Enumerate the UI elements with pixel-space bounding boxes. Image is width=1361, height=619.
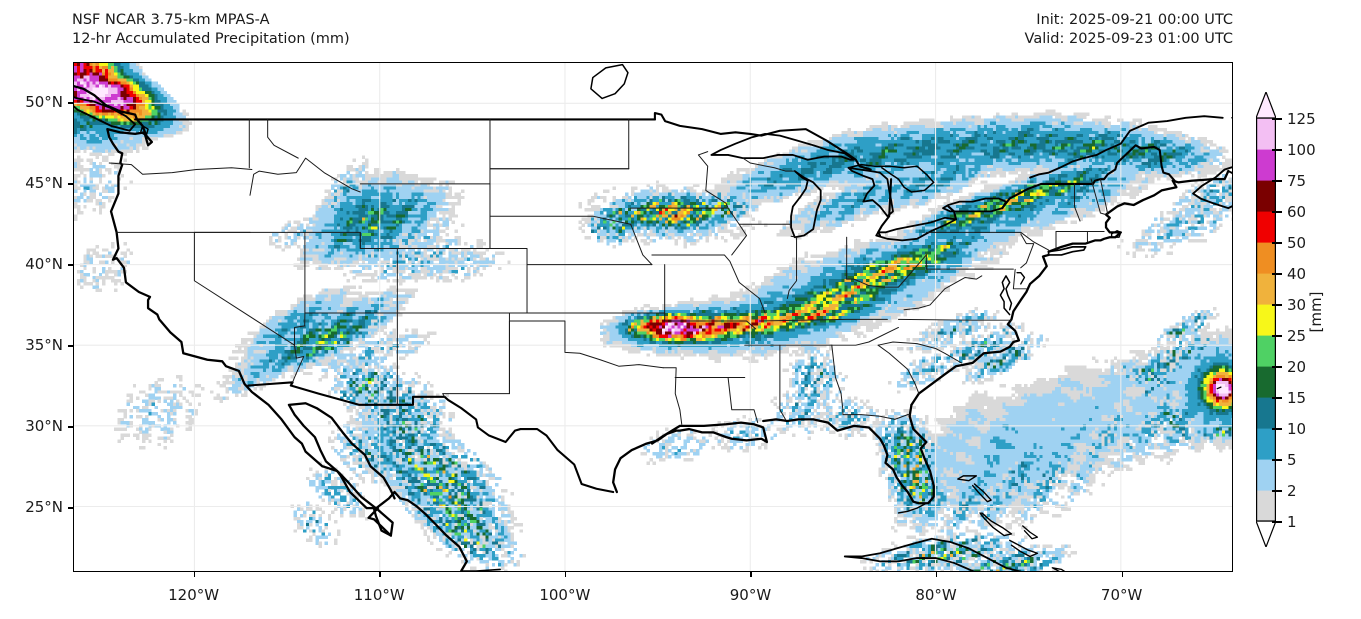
colorbar-tick-label: 15	[1287, 389, 1307, 407]
figure-title-right: Init: 2025-09-21 00:00 UTC Valid: 2025-09…	[1025, 11, 1233, 49]
colorbar-tick-label: 125	[1287, 110, 1316, 128]
colorbar-tick-mark	[1272, 242, 1282, 244]
y-tick-label: 25°N	[25, 498, 63, 517]
map-plot-area[interactable]	[73, 62, 1233, 572]
y-tick-label: 35°N	[25, 336, 63, 355]
x-tick-mark	[936, 572, 938, 577]
colorbar-tick-mark	[1272, 459, 1282, 461]
colorbar-tick-label: 60	[1287, 203, 1307, 221]
colorbar[interactable]	[1256, 92, 1276, 547]
colorbar-tick-label: 5	[1287, 451, 1297, 469]
x-tick-mark	[750, 572, 752, 577]
y-tick-mark	[68, 102, 73, 104]
map-svg	[74, 63, 1232, 571]
colorbar-tick-mark	[1272, 335, 1282, 337]
x-tick-mark	[564, 572, 567, 577]
colorbar-tick-label: 100	[1287, 141, 1316, 159]
colorbar-tick-mark	[1272, 428, 1282, 430]
init-time: Init: 2025-09-21 00:00 UTC	[1036, 12, 1233, 28]
colorbar-tick-label: 10	[1287, 420, 1307, 438]
y-tick-mark	[68, 507, 73, 509]
colorbar-tick-mark	[1272, 273, 1282, 275]
x-tick-mark	[193, 572, 196, 577]
y-tick-mark	[68, 345, 73, 347]
x-tick-label: 80°W	[915, 586, 957, 604]
colorbar-tick-label: 25	[1287, 327, 1307, 345]
colorbar-tick-label: 20	[1287, 358, 1307, 376]
x-tick-label: 110°W	[353, 586, 405, 604]
y-tick-mark	[68, 264, 73, 266]
figure-title-left: NSF NCAR 3.75-km MPAS-A 12-hr Accumulated…	[72, 11, 350, 49]
x-tick-label: 90°W	[729, 586, 772, 604]
x-tick-mark	[379, 572, 381, 577]
colorbar-tick-label: 50	[1287, 234, 1307, 252]
precipitation-field	[74, 63, 1232, 571]
colorbar-tick-mark	[1272, 366, 1282, 368]
colorbar-tick-mark	[1272, 521, 1282, 523]
x-tick-mark	[1121, 572, 1124, 577]
y-tick-label: 40°N	[25, 255, 63, 274]
geographic-boundaries	[74, 63, 1232, 571]
colorbar-tick-label: 1	[1287, 513, 1297, 531]
colorbar-tick-label: 30	[1287, 296, 1307, 314]
colorbar-tick-label: 2	[1287, 482, 1297, 500]
x-tick-label: 70°W	[1100, 586, 1143, 604]
y-tick-label: 30°N	[25, 417, 63, 436]
lat-lon-gridlines	[74, 63, 1232, 571]
y-tick-mark	[68, 426, 73, 428]
colorbar-tick-mark	[1272, 397, 1282, 399]
colorbar-unit-label: [mm]	[1307, 291, 1325, 333]
model-name: NSF NCAR 3.75-km MPAS-A	[72, 12, 270, 28]
x-tick-label: 120°W	[168, 586, 220, 604]
y-tick-mark	[68, 183, 73, 185]
y-tick-label: 45°N	[25, 174, 63, 193]
colorbar-tick-mark	[1272, 211, 1282, 213]
y-tick-label: 50°N	[25, 93, 63, 112]
colorbar-tick-label: 75	[1287, 172, 1307, 190]
x-tick-label: 100°W	[539, 586, 591, 604]
colorbar-tick-label: 40	[1287, 265, 1307, 283]
colorbar-tick-mark	[1272, 149, 1282, 151]
valid-time: Valid: 2025-09-23 01:00 UTC	[1024, 31, 1233, 47]
colorbar-tick-mark	[1272, 304, 1282, 306]
colorbar-tick-mark	[1272, 180, 1282, 182]
colorbar-tick-mark	[1272, 490, 1282, 492]
colorbar-tick-mark	[1272, 118, 1282, 120]
field-name: 12-hr Accumulated Precipitation (mm)	[72, 31, 350, 47]
